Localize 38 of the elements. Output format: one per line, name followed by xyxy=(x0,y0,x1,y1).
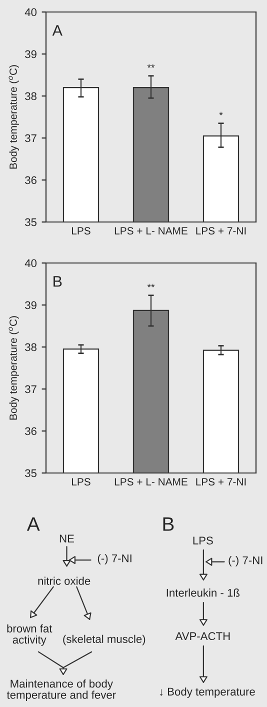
y-tick-label: 40 xyxy=(24,8,37,16)
x-tick-label: LPS xyxy=(72,478,90,486)
text: brown fat activity xyxy=(7,624,52,646)
text: B xyxy=(163,517,174,531)
y-axis-title: Body temperature ($^{o}$C) xyxy=(8,316,19,420)
text: (skeletal muscle) xyxy=(63,634,146,646)
text: Maintenance of body temperature and fever xyxy=(6,679,116,702)
annotation: * xyxy=(219,112,223,116)
text: AVP-ACTH xyxy=(175,632,230,640)
text: NE xyxy=(60,534,74,542)
text: ↓ Body temperature xyxy=(160,687,255,698)
y-tick-label: 38 xyxy=(25,92,36,100)
y-tick-label: 36 xyxy=(25,176,36,184)
y-axis-title: Body temperature ($^{o}$C) xyxy=(8,65,19,169)
y-tick-label: 36 xyxy=(25,427,36,436)
y-tick-label: 39 xyxy=(25,301,36,310)
y-tick-label: 37 xyxy=(25,134,36,142)
annotation: A xyxy=(52,25,62,36)
y-tick-label: 39 xyxy=(25,50,36,58)
y-tick-label: 38 xyxy=(25,343,36,352)
annotation: ** xyxy=(147,64,155,68)
x-tick-label: LPS + 7-NI xyxy=(196,227,246,235)
y-tick-label: 37 xyxy=(25,385,36,394)
text: A xyxy=(26,517,40,531)
y-tick-label: 35 xyxy=(25,469,37,478)
text: (-) 7-NI xyxy=(98,554,132,564)
y-tick-label: 35 xyxy=(25,218,37,226)
x-tick-label: LPS + 7-NI xyxy=(196,478,246,486)
x-tick-label: LPS xyxy=(72,227,90,235)
x-tick-label: LPS + L- NAME xyxy=(114,227,188,235)
x-tick-label: LPS + L- NAME xyxy=(114,478,188,486)
annotation: B xyxy=(54,276,62,287)
text: (-) 7-NI xyxy=(228,556,262,566)
annotation: ** xyxy=(147,284,155,288)
text: Interleukin - 1ß xyxy=(166,588,240,597)
text: LPS xyxy=(193,536,213,545)
y-tick-label: 40 xyxy=(24,259,37,268)
text: nitric oxide xyxy=(38,576,90,585)
